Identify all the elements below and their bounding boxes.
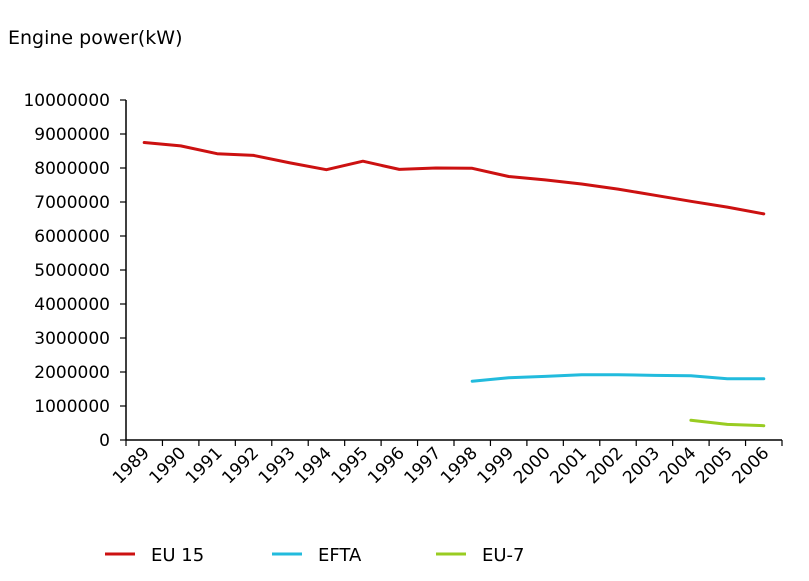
- x-tick-label: 2003: [619, 443, 664, 488]
- x-tick-label: 1992: [218, 443, 263, 488]
- legend-label-eu-15: EU 15: [151, 545, 204, 566]
- y-tick-label: 7000000: [34, 193, 110, 213]
- y-tick-labels: 1000000090000008000000700000060000005000…: [23, 91, 110, 451]
- y-tick-label: 3000000: [34, 329, 110, 349]
- y-tick-label: 1000000: [34, 397, 110, 417]
- x-tick-label: 2002: [583, 443, 628, 488]
- y-axis-title: Engine power(kW): [8, 27, 183, 49]
- x-tick-label: 1998: [437, 443, 482, 488]
- series-line-eu-7: [689, 418, 766, 428]
- y-tick-label: 6000000: [34, 227, 110, 247]
- y-tick-label: 5000000: [34, 261, 110, 281]
- y-tick-label: 9000000: [34, 125, 110, 145]
- y-tick-label: 10000000: [23, 91, 110, 111]
- x-tick-label: 1995: [328, 443, 373, 488]
- x-tick-label: 1996: [364, 443, 409, 488]
- x-tick-label: 1993: [255, 443, 300, 488]
- series-line-efta: [470, 373, 766, 383]
- x-tick-label: 1989: [109, 443, 154, 488]
- y-tick-label: 8000000: [34, 159, 110, 179]
- x-tick-label: 1990: [145, 443, 190, 488]
- x-tick-label: 2005: [692, 443, 737, 488]
- x-tick-label: 2001: [546, 443, 591, 488]
- y-tick-label: 2000000: [34, 363, 110, 383]
- legend-label-efta: EFTA: [318, 545, 362, 566]
- x-tick-label: 1994: [291, 443, 336, 488]
- x-tick-label: 2004: [656, 443, 701, 488]
- x-tick-label: 1999: [473, 443, 518, 488]
- x-tick-label: 1991: [182, 443, 227, 488]
- series-lines: [142, 141, 766, 428]
- y-tick-label: 4000000: [34, 295, 110, 315]
- x-tick-label: 2000: [510, 443, 555, 488]
- axes: [120, 99, 783, 446]
- x-tick-label: 2006: [729, 443, 774, 488]
- series-line-eu-15: [142, 141, 766, 216]
- legend-label-eu-7: EU-7: [482, 545, 525, 566]
- x-tick-label: 1997: [401, 443, 446, 488]
- x-tick-labels: 1989199019911992199319941995199619971998…: [109, 443, 773, 488]
- legend: EU 15 EFTA EU-7: [105, 545, 525, 566]
- y-tick-label: 0: [99, 431, 110, 451]
